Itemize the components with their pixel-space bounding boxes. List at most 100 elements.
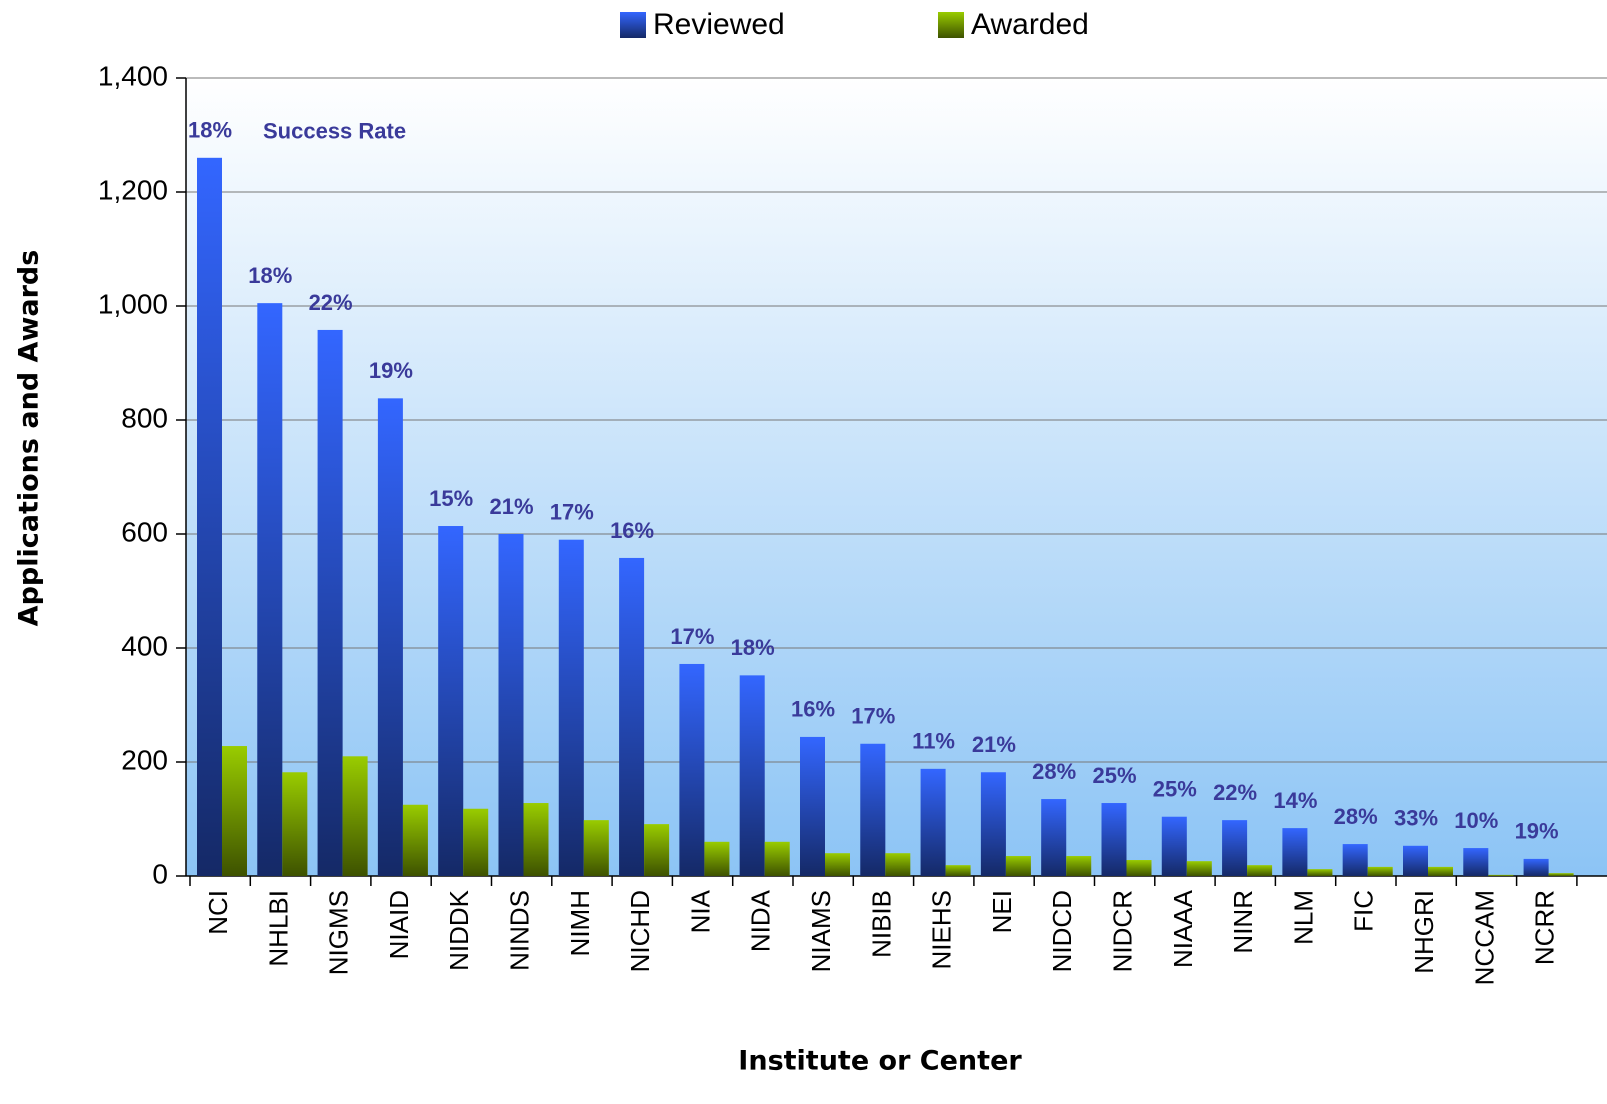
bar-shade	[1066, 856, 1092, 876]
bar-shade	[1101, 803, 1127, 876]
x-tick-label: NIDCD	[1047, 890, 1077, 972]
x-tick-label: NIGMS	[324, 890, 354, 975]
x-tick-label: NINR	[1228, 890, 1258, 954]
bar-shade	[980, 772, 1006, 876]
bar-shade	[377, 398, 403, 876]
rate-label: 28%	[1032, 759, 1076, 784]
bar-shade	[317, 329, 343, 876]
rate-label: 22%	[309, 290, 353, 315]
bar-shade	[1005, 856, 1031, 876]
y-tick-label: 800	[121, 402, 168, 433]
x-tick-label: NHLBI	[263, 890, 293, 967]
bar-shade	[197, 157, 222, 877]
rate-label: 19%	[369, 358, 413, 383]
bar-shade	[1126, 860, 1152, 876]
x-tick-label: NIAMS	[806, 890, 836, 972]
x-tick-label: NIA	[685, 889, 715, 933]
y-tick-label: 200	[121, 744, 168, 775]
bar-shade	[1367, 866, 1393, 876]
y-tick-label: 600	[121, 516, 168, 547]
legend-label: Awarded	[971, 8, 1089, 41]
rate-label: 21%	[972, 732, 1016, 757]
y-tick-label: 1,200	[98, 174, 168, 205]
bar-shade	[1463, 848, 1489, 876]
x-tick-label: NIAID	[384, 890, 414, 959]
x-tick-label: NHGRI	[1409, 890, 1439, 974]
rate-label: 18%	[188, 118, 232, 143]
x-tick-label: FIC	[1349, 890, 1379, 932]
rate-label: 19%	[1515, 819, 1559, 844]
bar-shade	[1161, 816, 1187, 876]
bar-shade	[1247, 865, 1273, 876]
y-tick-label: 400	[121, 630, 168, 661]
bar-shade	[282, 772, 308, 876]
x-tick-label: NIBIB	[866, 890, 896, 958]
x-tick-label: NIDA	[746, 889, 776, 952]
legend-label: Reviewed	[653, 8, 785, 41]
rate-label: 21%	[489, 494, 533, 519]
bar-shade	[1307, 869, 1333, 876]
bar-shade	[644, 824, 670, 876]
rate-label: 22%	[1213, 780, 1257, 805]
bar-shade	[342, 756, 368, 876]
plot-area	[186, 78, 1607, 876]
rate-label: 33%	[1394, 806, 1438, 831]
rate-label: 17%	[851, 704, 895, 729]
bar-shade	[764, 841, 790, 876]
y-axis-title: Applications and Awards	[14, 250, 45, 627]
x-tick-label: NIDCR	[1108, 890, 1138, 972]
rate-label: 10%	[1454, 808, 1498, 833]
rate-label: 14%	[1273, 788, 1317, 813]
y-tick-label: 1,000	[98, 288, 168, 319]
bar-shade	[1523, 858, 1549, 876]
x-axis-title: Institute or Center	[738, 1046, 1022, 1077]
bar-shade	[1222, 820, 1248, 876]
bar-shade	[1428, 866, 1453, 876]
y-tick-label: 0	[152, 858, 168, 889]
x-tick-label: NIDDK	[444, 889, 474, 971]
x-tick-label: NIAAA	[1168, 889, 1198, 968]
x-tick-label: NCCAM	[1469, 890, 1499, 985]
bar-shade	[222, 746, 247, 876]
x-tick-label: NIMH	[565, 890, 595, 956]
annotation: Success Rate	[263, 119, 406, 144]
rate-label: 18%	[731, 635, 775, 660]
bar-shade	[558, 539, 584, 876]
bar-shade	[1403, 845, 1428, 876]
x-tick-label: NCRR	[1530, 890, 1560, 965]
rate-label: 16%	[610, 518, 654, 543]
y-tick-label: 1,400	[98, 60, 168, 91]
rate-label: 17%	[670, 624, 714, 649]
bar-shade	[498, 534, 524, 876]
x-tick-label: NICHD	[625, 890, 655, 972]
bar-shade	[800, 736, 825, 876]
x-tick-label: NIEHS	[927, 890, 957, 969]
bar-shade	[463, 808, 489, 876]
x-tick-label: NEI	[987, 890, 1017, 933]
bar-shade	[1282, 828, 1308, 876]
bar-shade	[583, 820, 609, 876]
bar-shade	[860, 743, 886, 876]
bar-shade	[704, 841, 730, 876]
bar-shade	[1041, 799, 1067, 876]
x-tick-label: NLM	[1288, 890, 1318, 945]
rate-label: 28%	[1334, 804, 1378, 829]
x-tick-label: NCI	[203, 890, 233, 935]
rate-label: 25%	[1092, 763, 1136, 788]
bar-shade	[257, 303, 283, 876]
rate-label: 25%	[1153, 777, 1197, 802]
bar-shade	[1548, 873, 1574, 876]
bar-shade	[1488, 874, 1514, 876]
bar-shade	[920, 768, 946, 876]
bar-shade	[1342, 844, 1368, 876]
rate-label: 11%	[912, 729, 955, 754]
bar-shade	[679, 663, 705, 876]
legend-swatch-shade	[620, 12, 646, 38]
bar-shade	[739, 675, 765, 876]
x-tick-label: NINDS	[505, 890, 535, 971]
bar-shade	[619, 557, 645, 876]
bar-shade	[885, 853, 911, 876]
rate-label: 15%	[429, 486, 473, 511]
bar-shade	[438, 526, 464, 876]
